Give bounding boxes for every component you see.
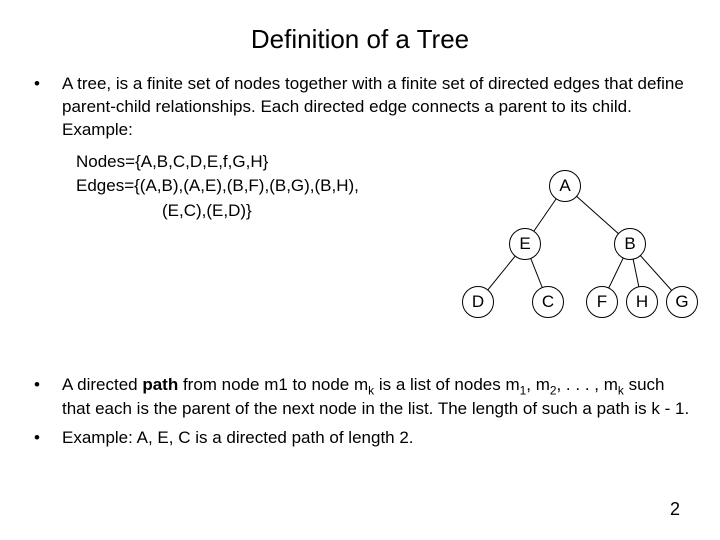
- page-number: 2: [670, 499, 680, 520]
- tree-node-b: B: [614, 228, 646, 260]
- tree-node-f: F: [586, 286, 618, 318]
- tree-node-h: H: [626, 286, 658, 318]
- bullet-3-text: Example: A, E, C is a directed path of l…: [62, 427, 690, 450]
- bullet-1: • A tree, is a finite set of nodes toget…: [0, 73, 720, 142]
- bullet-1-text: A tree, is a finite set of nodes togethe…: [62, 73, 690, 142]
- bullet-3: • Example: A, E, C is a directed path of…: [0, 427, 720, 450]
- slide-title: Definition of a Tree: [0, 0, 720, 73]
- tree-diagram: AE B D CFHG: [420, 170, 710, 340]
- tree-node-c: C: [532, 286, 564, 318]
- bullet-mark: •: [34, 374, 62, 421]
- bullet-2: • A directed path from node m1 to node m…: [0, 374, 720, 421]
- bullet-mark: •: [34, 73, 62, 142]
- tree-node-e: E: [509, 228, 541, 260]
- tree-node-g: G: [666, 286, 698, 318]
- bullet-2-text: A directed path from node m1 to node mk …: [62, 374, 690, 421]
- tree-node-a: A: [549, 170, 581, 202]
- tree-node-d: D: [462, 286, 494, 318]
- bullet-mark: •: [34, 427, 62, 450]
